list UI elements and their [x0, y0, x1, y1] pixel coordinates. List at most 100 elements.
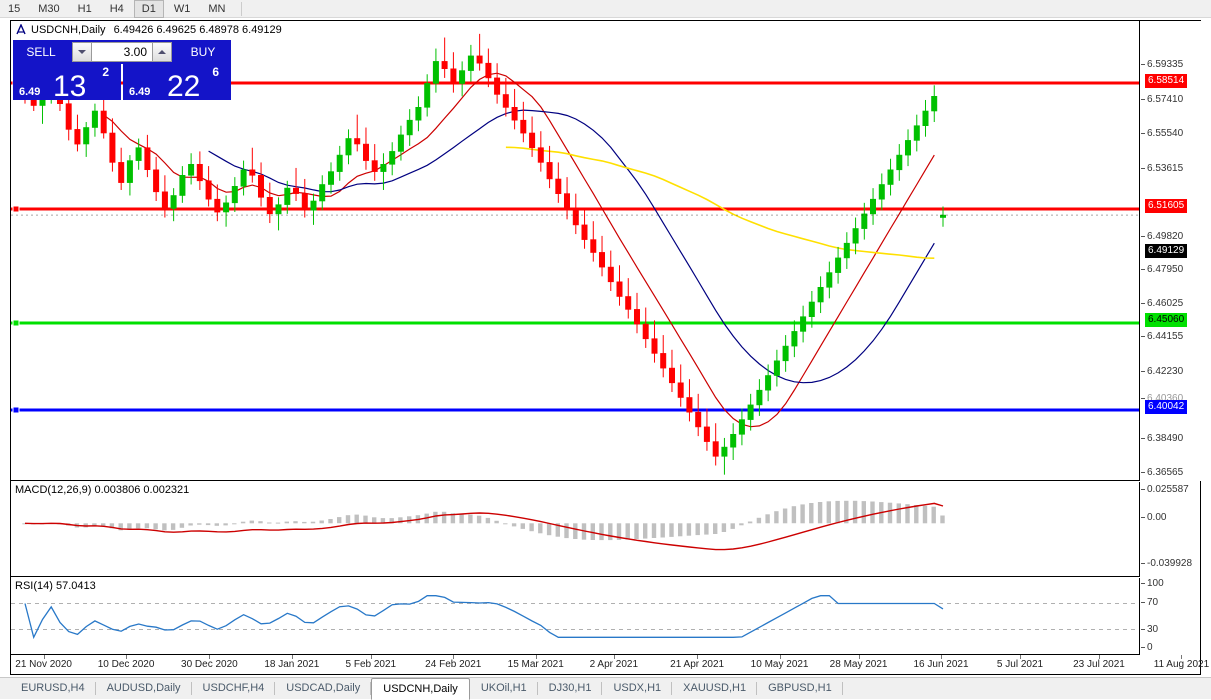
volume-input[interactable]: 3.00	[92, 42, 152, 62]
time-axis[interactable]: 21 Nov 2020 10 Dec 2020 30 Dec 2020 18 Jan …	[11, 655, 1209, 674]
rsi-scale-axis: 100 70 30 0	[1141, 578, 1201, 655]
chart-tab-label: DJ30,H1	[548, 682, 592, 694]
chart-tab-usdchf[interactable]: USDCHF,H4	[192, 678, 276, 699]
price-tick-6.51605: 6.51605	[1141, 199, 1201, 213]
chart-window: USDCNH,Daily 6.49426 6.49625 6.48978 6.4…	[10, 20, 1209, 675]
time-tick	[779, 655, 781, 659]
chart-tab-usdcad[interactable]: USDCAD,Daily	[275, 678, 372, 699]
bid-price-display[interactable]: 6.49 13 2	[13, 64, 121, 103]
timeframe-h1[interactable]: H1	[77, 2, 92, 15]
chart-tab-label: EURUSD,H4	[21, 682, 85, 694]
tab-divider	[756, 682, 758, 695]
ask-price-display[interactable]: 6.49 22 6	[123, 64, 231, 103]
bid-price-fraction: 2	[102, 65, 109, 79]
chart-tab-bar: EURUSD,H4 AUDUSD,Daily USDCHF,H4 USDCAD,Dai…	[0, 677, 1211, 700]
chart-tab-usdcnh[interactable]: USDCNH,Daily	[371, 678, 470, 700]
rsi-canvas	[11, 595, 1139, 640]
chart-tab-ukoil[interactable]: UKOil,H1	[470, 678, 538, 699]
time-label: 30 Dec 2020	[181, 659, 238, 670]
time-tick	[1020, 655, 1021, 659]
rsi-tick-0: 0	[1141, 642, 1201, 654]
sell-button[interactable]: SELL	[13, 40, 69, 64]
chart-tab-eurusd[interactable]: EURUSD,H4	[10, 678, 96, 699]
chart-tab-usdx[interactable]: USDX,H1	[602, 678, 673, 699]
timeframe-15[interactable]: 15	[8, 2, 21, 15]
ask-price-main: 22	[167, 70, 201, 103]
macd-scale-axis: 0.025587 0.00 -0.039928	[1141, 482, 1201, 577]
chart-symbol-title: USDCNH,Daily	[31, 23, 106, 36]
price-tick-6.55540: 6.55540	[1141, 128, 1201, 140]
macd-indicator-pane[interactable]: MACD(12,26,9) 0.003806 0.002321	[11, 482, 1140, 577]
time-tick	[370, 655, 372, 659]
rsi-indicator-pane[interactable]: RSI(14) 57.0413	[11, 578, 1140, 655]
tab-divider	[841, 682, 843, 695]
price-tick-6.58514: 6.58514	[1141, 74, 1201, 88]
rsi-label: RSI(14) 57.0413	[15, 580, 96, 592]
price-tick-6.59335: 6.59335	[1141, 59, 1201, 71]
price-scale-axis[interactable]: 6.59335 6.58514 6.57410 6.55540 6.53615 6.516…	[1141, 21, 1201, 481]
tab-divider	[94, 682, 96, 695]
price-tick-6.44155: 6.44155	[1141, 331, 1201, 343]
time-label: 23 Jul 2021	[1073, 659, 1125, 670]
price-tick-6.45060: 6.45060	[1141, 313, 1201, 327]
volume-control[interactable]: 3.00	[69, 40, 175, 64]
tab-divider	[671, 682, 673, 695]
time-tick	[43, 655, 45, 659]
timeframe-h4[interactable]: H4	[109, 2, 124, 15]
timeframe-m30[interactable]: M30	[38, 2, 60, 15]
chart-tab-label: GBPUSD,H1	[768, 682, 832, 694]
toolbar-divider	[241, 1, 243, 16]
tab-divider	[370, 682, 372, 695]
timeframe-w1[interactable]: W1	[173, 2, 191, 15]
one-click-trading-panel[interactable]: SELL 3.00 BUY 6.49 13 2 6.49 22 6	[13, 40, 231, 103]
time-label: 2 Apr 2021	[589, 659, 639, 670]
volume-increase-button[interactable]	[152, 42, 172, 62]
time-tick	[291, 655, 293, 659]
tab-divider	[190, 682, 192, 695]
time-label: 15 Mar 2021	[507, 659, 564, 670]
tab-divider	[274, 682, 276, 695]
chart-tab-label: USDX,H1	[613, 682, 662, 694]
price-tick-6.49820: 6.49820	[1141, 231, 1201, 243]
price-tick-6.49129: 6.49129	[1141, 244, 1201, 258]
time-tick	[613, 655, 615, 659]
chart-header: USDCNH,Daily 6.49426 6.49625 6.48978 6.4…	[15, 23, 282, 36]
price-tick-6.40360: 6.40360	[1141, 393, 1201, 405]
chart-tab-label: USDCNH,Daily	[383, 683, 458, 695]
chart-ohlc-values: 6.49426 6.49625 6.48978 6.49129	[113, 23, 282, 36]
macd-tick-0.00: 0.00	[1141, 512, 1201, 524]
time-tick	[1181, 655, 1183, 659]
chart-tab-gbpusd[interactable]: GBPUSD,H1	[757, 678, 843, 699]
timeframe-d1[interactable]: D1	[133, 0, 164, 18]
timeframe-toolbar: 15 M30 H1 H4 D1 W1 MN	[0, 0, 1211, 18]
price-tick-6.42230: 6.42230	[1141, 366, 1201, 378]
chart-tab-xauusd[interactable]: XAUUSD,H1	[672, 678, 758, 699]
time-label: 21 Apr 2021	[670, 659, 725, 670]
price-tick-6.53615: 6.53615	[1141, 163, 1201, 175]
time-tick	[126, 655, 128, 659]
chart-tab-label: XAUUSD,H1	[683, 682, 747, 694]
time-label: 10 Dec 2020	[97, 659, 155, 670]
buy-button[interactable]: BUY	[175, 40, 231, 64]
rsi-tick-70: 70	[1141, 597, 1201, 609]
price-tick-6.36565: 6.36565	[1141, 467, 1201, 479]
time-tick	[941, 655, 943, 659]
ask-price-prefix: 6.49	[129, 86, 151, 98]
bid-price-main: 13	[53, 70, 87, 103]
volume-decrease-button[interactable]	[72, 42, 92, 62]
macd-canvas	[22, 500, 945, 551]
tab-divider	[601, 682, 603, 695]
time-label: 5 Jul 2021	[996, 659, 1044, 670]
time-label: 24 Feb 2021	[425, 659, 482, 670]
time-tick	[535, 655, 537, 659]
time-label: 10 May 2021	[750, 659, 809, 670]
chart-tab-label: USDCHF,H4	[202, 682, 265, 694]
chart-tab-label: USDCAD,Daily	[286, 682, 361, 694]
chart-tab-dj30[interactable]: DJ30,H1	[538, 678, 603, 699]
time-label: 21 Nov 2020	[15, 659, 72, 670]
time-tick	[453, 655, 455, 659]
chart-tab-audusd[interactable]: AUDUSD,Daily	[96, 678, 192, 699]
chart-tab-label: UKOil,H1	[480, 682, 527, 694]
timeframe-mn[interactable]: MN	[208, 2, 226, 15]
time-label: 11 Aug 2021	[1153, 659, 1210, 670]
